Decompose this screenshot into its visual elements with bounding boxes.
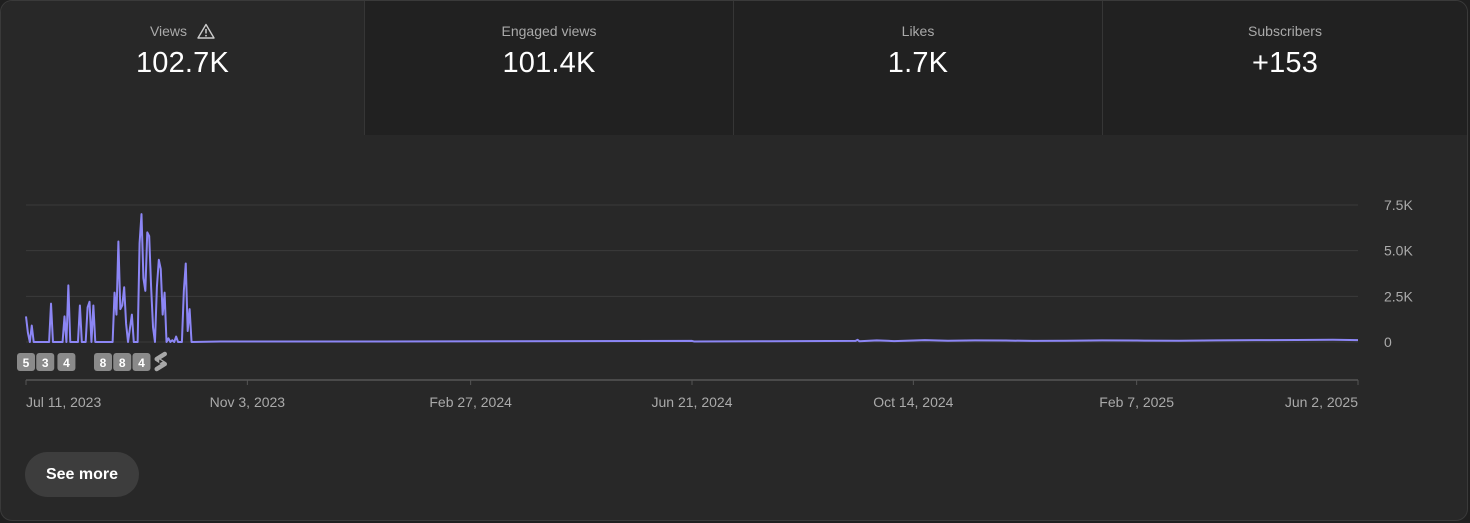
publish-marker-count: 8	[100, 356, 107, 370]
x-tick-label: Jun 2, 2025	[1285, 394, 1358, 410]
x-tick-label: Jun 21, 2024	[652, 394, 733, 410]
tab-engaged-views[interactable]: Engaged views 101.4K	[364, 1, 733, 135]
y-tick-label: 7.5K	[1384, 197, 1413, 213]
tab-likes[interactable]: Likes 1.7K	[733, 1, 1102, 135]
x-tick-label: Feb 27, 2024	[429, 394, 512, 410]
x-tick-label: Oct 14, 2024	[873, 394, 953, 410]
tab-likes-label: Likes	[901, 23, 935, 39]
publish-marker[interactable]: 8	[113, 353, 132, 371]
see-more-button[interactable]: See more	[25, 452, 139, 497]
publish-marker[interactable]	[154, 351, 167, 372]
publish-marker-count: 4	[63, 356, 70, 370]
shorts-play-glyph	[159, 359, 163, 364]
tab-subscribers[interactable]: Subscribers +153	[1102, 1, 1467, 135]
series-line-views[interactable]	[25, 213, 1359, 343]
publish-marker-count: 3	[42, 356, 49, 370]
publish-marker-box	[57, 353, 76, 371]
publish-marker[interactable]: 8	[93, 353, 112, 371]
publish-marker-box	[113, 353, 132, 371]
x-tick-label: Jul 11, 2023	[26, 394, 101, 410]
x-tick-labels: Jul 11, 2023 Nov 3, 2023 Feb 27, 2024 Jun 2…	[25, 380, 1359, 410]
publish-marker-box	[132, 353, 151, 371]
tab-engaged-views-value: 101.4K	[502, 47, 596, 79]
tab-likes-value: 1.7K	[887, 47, 949, 79]
views-line-chart: 0 2.5K 5.0K 7.5K Jul 11, 2023 Nov 3, 2023 Feb…	[17, 197, 1413, 410]
publish-marker[interactable]: 3	[36, 353, 55, 371]
warning-icon[interactable]	[197, 23, 215, 39]
y-tick-labels: 0 2.5K 5.0K 7.5K	[1384, 197, 1413, 350]
y-tick-label: 2.5K	[1384, 288, 1413, 304]
x-tick-label: Nov 3, 2023	[210, 394, 286, 410]
tab-subscribers-label: Subscribers	[1248, 23, 1322, 39]
tab-views[interactable]: Views 102.7K	[1, 1, 364, 135]
tab-views-label-row: Views	[1, 23, 364, 39]
y-tick-label: 0	[1384, 334, 1392, 350]
tab-engaged-views-label: Engaged views	[501, 23, 597, 39]
tab-subscribers-value: +153	[1251, 47, 1319, 79]
y-tick-label: 5.0K	[1384, 243, 1413, 259]
publish-marker[interactable]: 4	[57, 353, 76, 371]
publish-marker-count: 5	[23, 356, 30, 370]
publish-marker-count: 4	[138, 356, 145, 370]
metric-tabs: Views 102.7K Engaged views 101.4K Likes …	[1, 1, 1467, 135]
publish-marker-box	[17, 353, 35, 371]
x-tick-label: Feb 7, 2025	[1099, 394, 1174, 410]
publish-marker-count: 8	[119, 356, 126, 370]
publish-marker-box	[93, 353, 112, 371]
tab-views-value: 102.7K	[135, 47, 230, 79]
publish-marker-box	[36, 353, 55, 371]
tab-views-label: Views	[149, 23, 188, 39]
publish-marker[interactable]: 5	[17, 353, 35, 371]
grid-lines	[26, 204, 1358, 343]
publish-marker[interactable]: 4	[132, 353, 151, 371]
